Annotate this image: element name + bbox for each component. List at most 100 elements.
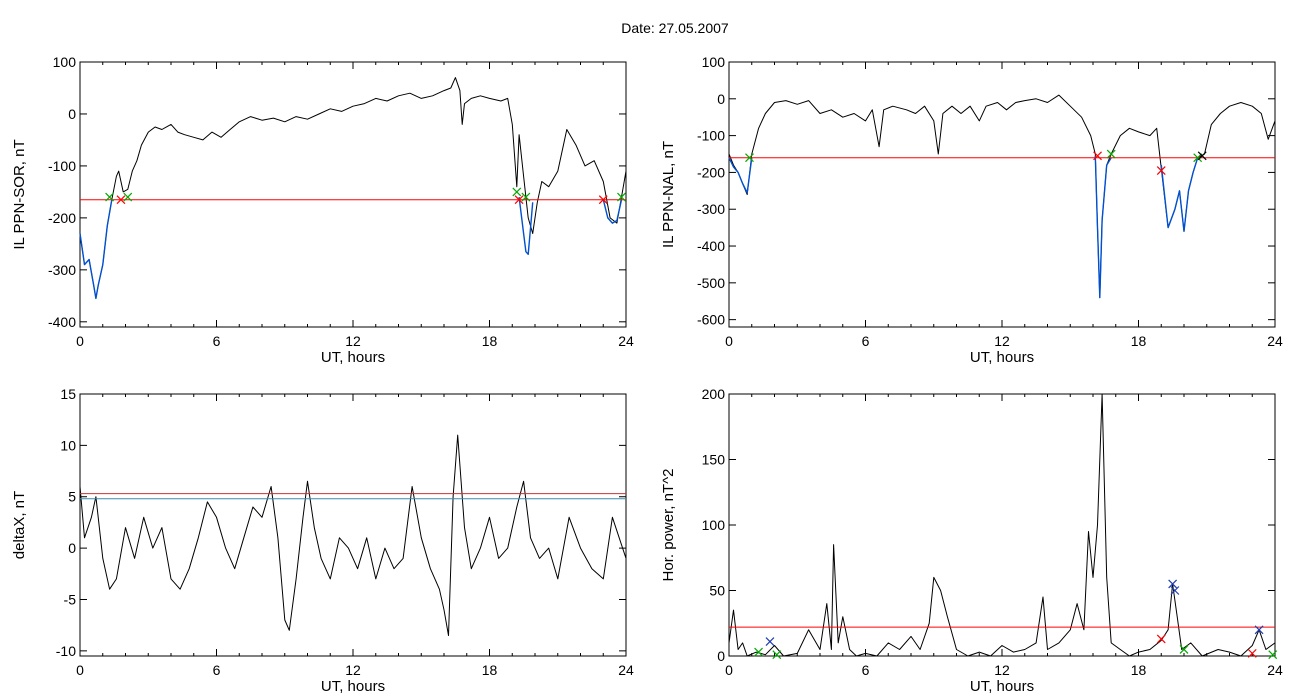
y-tick-label: -400 xyxy=(48,314,76,330)
y-tick-label: -10 xyxy=(56,643,76,659)
y-tick-label: 0 xyxy=(717,91,725,107)
marker-stroke xyxy=(1268,650,1278,660)
y-tick-label: 5 xyxy=(68,489,76,505)
x-tick-label: 6 xyxy=(213,662,221,678)
marker-x xyxy=(754,647,763,657)
y-axis-label: Hor. power, nT^2 xyxy=(660,469,677,582)
y-tick-label: 0 xyxy=(68,106,76,122)
marker-x xyxy=(598,195,608,205)
y-tick-label: 15 xyxy=(60,386,76,402)
marker-stroke xyxy=(105,192,114,202)
x-tick-label: 18 xyxy=(482,662,498,678)
series-line-3 xyxy=(518,197,534,256)
x-tick-label: 12 xyxy=(345,333,361,349)
series-line-1 xyxy=(728,94,1276,299)
marker-stroke xyxy=(1156,634,1166,644)
marker-x xyxy=(123,192,133,202)
marker-x xyxy=(105,192,114,202)
x-tick-label: 0 xyxy=(76,333,84,349)
x-tick-label: 0 xyxy=(725,662,733,678)
marker-x xyxy=(772,650,782,660)
series-line-2 xyxy=(728,157,753,194)
y-tick-label: -200 xyxy=(48,210,76,226)
marker-x xyxy=(521,192,531,202)
series-line-1 xyxy=(79,77,627,299)
plot-frame xyxy=(79,393,627,657)
y-axis-label: deltaX, nT xyxy=(11,491,28,559)
y-tick-label: 10 xyxy=(60,437,76,453)
marker-stroke xyxy=(1193,153,1203,163)
y-tick-label: -400 xyxy=(697,238,725,254)
series-line-2 xyxy=(79,199,113,300)
chart-panel-1: 0 6 12 18 24 -400 -300 -200 -100 0 100 UT, hours IL … xyxy=(11,54,634,366)
marker-stroke xyxy=(772,650,782,660)
y-tick-label: -500 xyxy=(697,275,725,291)
marker-x xyxy=(1254,625,1264,635)
y-tick-label: -600 xyxy=(697,312,725,328)
chart-panel-3: 0 6 12 18 24 -10 -5 0 5 10 15 UT, hours deltaX, nT xyxy=(11,386,634,695)
y-tick-label: 200 xyxy=(702,386,726,402)
x-tick-label: 0 xyxy=(76,662,84,678)
x-axis-label: UT, hours xyxy=(970,349,1034,366)
y-tick-label: -300 xyxy=(697,201,725,217)
x-axis-label: UT, hours xyxy=(321,678,385,695)
marker-stroke xyxy=(598,195,608,205)
marker-x xyxy=(1193,153,1203,163)
x-tick-label: 24 xyxy=(1267,333,1283,349)
marker-x xyxy=(1156,634,1166,644)
marker-stroke xyxy=(617,192,626,202)
marker-stroke xyxy=(512,187,522,197)
marker-stroke xyxy=(745,153,754,163)
marker-stroke xyxy=(1168,579,1178,589)
x-tick-label: 18 xyxy=(482,333,498,349)
marker-x xyxy=(512,187,522,197)
plot-frame xyxy=(79,61,627,328)
marker-stroke xyxy=(1093,151,1102,161)
marker-stroke xyxy=(1156,166,1166,176)
marker-x xyxy=(1247,648,1257,658)
x-tick-label: 6 xyxy=(862,333,870,349)
y-tick-label: 100 xyxy=(53,54,77,70)
y-tick-label: 100 xyxy=(702,54,726,70)
x-tick-label: 12 xyxy=(994,662,1010,678)
x-tick-label: 24 xyxy=(618,662,634,678)
x-tick-label: 18 xyxy=(1131,333,1147,349)
y-tick-label: 50 xyxy=(709,583,725,599)
marker-stroke xyxy=(1170,586,1180,595)
marker-x xyxy=(1093,151,1102,161)
x-tick-label: 12 xyxy=(994,333,1010,349)
marker-stroke xyxy=(1247,648,1257,658)
y-tick-label: -100 xyxy=(697,128,725,144)
marker-stroke xyxy=(116,195,126,205)
y-axis-label: IL PPN-NAL, nT xyxy=(660,141,677,248)
plot-frame xyxy=(728,393,1276,657)
series-line-4 xyxy=(602,199,623,224)
y-axis-label: IL PPN-SOR, nT xyxy=(11,139,28,249)
y-tick-label: 100 xyxy=(702,517,726,533)
y-tick-label: 0 xyxy=(68,540,76,556)
x-axis-label: UT, hours xyxy=(321,349,385,366)
marker-stroke xyxy=(514,195,524,205)
marker-x xyxy=(745,153,754,163)
x-tick-label: 0 xyxy=(725,333,733,349)
marker-stroke xyxy=(1106,149,1116,159)
x-tick-label: 18 xyxy=(1131,662,1147,678)
x-tick-label: 24 xyxy=(618,333,634,349)
marker-x xyxy=(514,195,524,205)
marker-x xyxy=(1268,650,1278,660)
chart-panel-2: 0 6 12 18 24 -600 -500 -400 -300 -200 -100 0 100 UT, … xyxy=(660,54,1283,366)
x-tick-label: 6 xyxy=(213,333,221,349)
marker-stroke xyxy=(754,647,763,657)
x-tick-label: 12 xyxy=(345,662,361,678)
y-tick-label: -5 xyxy=(64,591,77,607)
series-line-1 xyxy=(79,434,627,636)
plot-frame xyxy=(728,61,1276,328)
marker-stroke xyxy=(123,192,133,202)
marker-x xyxy=(1170,586,1180,595)
page-title: Date: 27.05.2007 xyxy=(621,20,729,36)
y-tick-label: -200 xyxy=(697,164,725,180)
marker-x xyxy=(1168,579,1178,589)
y-tick-label: 150 xyxy=(702,452,726,468)
y-tick-label: -300 xyxy=(48,262,76,278)
